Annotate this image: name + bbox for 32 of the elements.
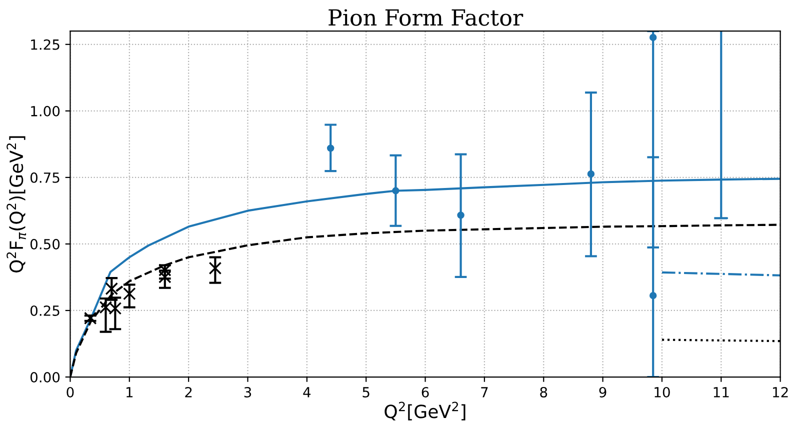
text: Q$^{2}$F$_{π}$(Q$^{2}$)[GeV$^{2}$]: [6, 136, 26, 272]
point: [105, 282, 118, 296]
point: [326, 144, 334, 152]
x-tick-label: 11: [714, 387, 729, 398]
x-tick-label: 5: [362, 387, 370, 398]
x-tick-label: 12: [773, 386, 788, 398]
y-tick-label: 1.00: [31, 106, 60, 116]
x-tick-label: 10: [654, 386, 670, 398]
point: [208, 262, 222, 275]
point: [649, 292, 657, 300]
point: [457, 212, 464, 219]
y-tick-label: 1.25: [31, 39, 60, 50]
x-axis-title: Q$^{2}$[GeV$^{2}$]: [384, 402, 466, 420]
y-tick-label: 0.00: [30, 372, 60, 382]
point: [158, 264, 172, 276]
y-tick-label: 0.25: [30, 305, 60, 316]
x-tick-label: 0: [66, 386, 74, 398]
chart-title: Pion Form Factor: [328, 9, 524, 26]
y-tick-label: 0.50: [30, 238, 60, 250]
x-tick-label: 9: [599, 386, 606, 398]
x-tick-label: 2: [185, 386, 192, 398]
point: [84, 312, 97, 325]
x-tick-label: 6: [422, 386, 429, 398]
x-tick-label: 3: [244, 386, 252, 398]
x-tick-label: 8: [540, 386, 548, 398]
point: [649, 34, 657, 42]
y-tick-label: 0.75: [30, 172, 60, 183]
point: [392, 187, 400, 194]
point: [587, 170, 595, 178]
x-tick-label: 7: [481, 387, 488, 398]
x-tick-label: 1: [126, 387, 133, 398]
x-tick-label: 4: [303, 387, 311, 398]
